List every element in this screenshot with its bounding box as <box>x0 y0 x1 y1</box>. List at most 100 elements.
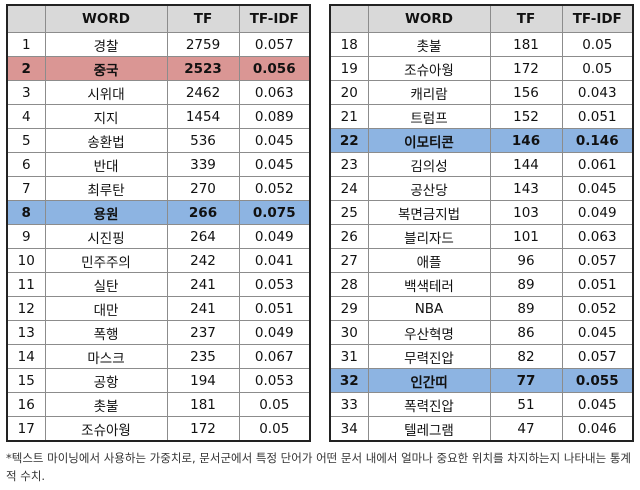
tfidf-cell: 0.057 <box>561 344 634 369</box>
tf-cell: 146 <box>489 128 563 153</box>
tfidf-cell: 0.05 <box>561 56 634 81</box>
rank-cell: 22 <box>329 128 369 153</box>
word-cell: 경찰 <box>44 32 168 57</box>
word-cell: 캐리람 <box>367 80 491 105</box>
tf-cell: 181 <box>166 392 240 417</box>
rank-cell: 18 <box>329 32 369 57</box>
tfidf-cell: 0.051 <box>238 296 311 321</box>
tables-area: WORD TF TF-IDF 1 경찰 2759 0.057 2 중국 2523 0.056 3… <box>6 4 634 442</box>
tfidf-cell: 0.041 <box>238 248 311 273</box>
tf-cell: 144 <box>489 152 563 177</box>
table-row: 16 촛불 181 0.05 <box>6 392 311 417</box>
tf-cell: 103 <box>489 200 563 225</box>
table-row: 28 백색테러 89 0.051 <box>329 272 634 297</box>
rank-cell: 12 <box>6 296 46 321</box>
table-row: 18 촛불 181 0.05 <box>329 32 634 57</box>
tfidf-cell: 0.061 <box>561 152 634 177</box>
rank-cell: 16 <box>6 392 46 417</box>
word-cell: 용원 <box>44 200 168 225</box>
word-cell: 대만 <box>44 296 168 321</box>
header-rank <box>329 4 369 33</box>
rank-cell: 13 <box>6 320 46 345</box>
tf-cell: 266 <box>166 200 240 225</box>
tf-cell: 152 <box>489 104 563 129</box>
tf-cell: 82 <box>489 344 563 369</box>
tfidf-cell: 0.052 <box>561 296 634 321</box>
header-tf: TF <box>489 4 563 33</box>
rank-cell: 4 <box>6 104 46 129</box>
table-row: 33 폭력진압 51 0.045 <box>329 392 634 417</box>
header-rank <box>6 4 46 33</box>
tf-cell: 339 <box>166 152 240 177</box>
tf-cell: 89 <box>489 296 563 321</box>
table-row: 11 실탄 241 0.053 <box>6 272 311 297</box>
header-tf: TF <box>166 4 240 33</box>
rank-cell: 3 <box>6 80 46 105</box>
rank-cell: 17 <box>6 416 46 442</box>
rank-cell: 29 <box>329 296 369 321</box>
footnote: *텍스트 마이닝에서 사용하는 가중치로, 문서군에서 특정 단어가 어떤 문서… <box>6 451 631 483</box>
header-row: WORD TF TF-IDF <box>6 4 311 33</box>
table-row: 22 이모티콘 146 0.146 <box>329 128 634 153</box>
table-row: 3 시위대 2462 0.063 <box>6 80 311 105</box>
table-row: 30 우산혁명 86 0.045 <box>329 320 634 345</box>
rank-cell: 31 <box>329 344 369 369</box>
tf-cell: 241 <box>166 296 240 321</box>
header-row: WORD TF TF-IDF <box>329 4 634 33</box>
table-row: 31 무력진압 82 0.057 <box>329 344 634 369</box>
tfidf-cell: 0.057 <box>561 248 634 273</box>
word-cell: 김의성 <box>367 152 491 177</box>
tfidf-cell: 0.05 <box>561 32 634 57</box>
word-cell: 조슈아웡 <box>44 416 168 442</box>
table-row: 23 김의성 144 0.061 <box>329 152 634 177</box>
tfidf-cell: 0.049 <box>561 200 634 225</box>
tfidf-cell: 0.05 <box>238 416 311 442</box>
tf-cell: 2523 <box>166 56 240 81</box>
word-cell: 폭행 <box>44 320 168 345</box>
word-cell: 민주주의 <box>44 248 168 273</box>
tfidf-cell: 0.051 <box>561 272 634 297</box>
tfidf-cell: 0.045 <box>561 320 634 345</box>
table-row: 26 블리자드 101 0.063 <box>329 224 634 249</box>
table-row: 4 지지 1454 0.089 <box>6 104 311 129</box>
tf-cell: 96 <box>489 248 563 273</box>
tfidf-cell: 0.045 <box>238 152 311 177</box>
tf-cell: 536 <box>166 128 240 153</box>
tfidf-cell: 0.067 <box>238 344 311 369</box>
word-cell: 조슈아웡 <box>367 56 491 81</box>
rank-cell: 26 <box>329 224 369 249</box>
tf-cell: 264 <box>166 224 240 249</box>
table-row: 5 송환법 536 0.045 <box>6 128 311 153</box>
tf-cell: 181 <box>489 32 563 57</box>
word-cell: 마스크 <box>44 344 168 369</box>
tf-table-right-body: WORD TF TF-IDF 18 촛불 181 0.05 19 조슈아웡 172 0.05 2… <box>329 4 634 442</box>
tfidf-cell: 0.146 <box>561 128 634 153</box>
tfidf-cell: 0.049 <box>238 320 311 345</box>
tf-cell: 2759 <box>166 32 240 57</box>
tfidf-cell: 0.063 <box>561 224 634 249</box>
header-tfidf: TF-IDF <box>238 4 311 33</box>
tfidf-cell: 0.046 <box>561 416 634 442</box>
header-word: WORD <box>367 4 491 33</box>
table-row: 12 대만 241 0.051 <box>6 296 311 321</box>
table-row: 10 민주주의 242 0.041 <box>6 248 311 273</box>
tf-cell: 237 <box>166 320 240 345</box>
rank-cell: 21 <box>329 104 369 129</box>
rank-cell: 11 <box>6 272 46 297</box>
rank-cell: 27 <box>329 248 369 273</box>
tfidf-cell: 0.053 <box>238 368 311 393</box>
rank-cell: 24 <box>329 176 369 201</box>
tf-cell: 270 <box>166 176 240 201</box>
table-row: 17 조슈아웡 172 0.05 <box>6 416 311 442</box>
tf-cell: 47 <box>489 416 563 442</box>
tfidf-cell: 0.075 <box>238 200 311 225</box>
tf-cell: 77 <box>489 368 563 393</box>
table-row: 9 시진핑 264 0.049 <box>6 224 311 249</box>
tfidf-cell: 0.045 <box>238 128 311 153</box>
table-row: 21 트럼프 152 0.051 <box>329 104 634 129</box>
table-row: 24 공산당 143 0.045 <box>329 176 634 201</box>
table-row: 14 마스크 235 0.067 <box>6 344 311 369</box>
table-row: 15 공항 194 0.053 <box>6 368 311 393</box>
tfidf-cell: 0.089 <box>238 104 311 129</box>
tfidf-cell: 0.05 <box>238 392 311 417</box>
